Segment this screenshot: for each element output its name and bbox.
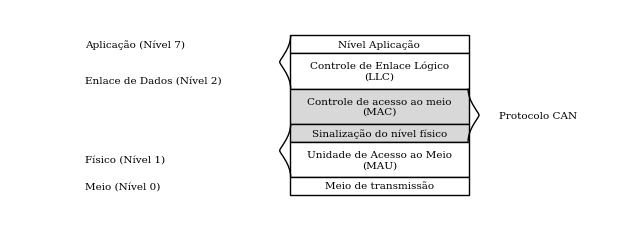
Text: Nível Aplicação: Nível Aplicação: [338, 40, 421, 50]
Text: Protocolo CAN: Protocolo CAN: [499, 111, 577, 120]
Bar: [290, 36, 469, 54]
Text: Meio de transmissão: Meio de transmissão: [325, 182, 434, 191]
Bar: [290, 89, 469, 124]
Bar: [290, 124, 469, 142]
Text: Meio (Nível 0): Meio (Nível 0): [86, 182, 161, 191]
Text: Controle de Enlace Lógico
(LLC): Controle de Enlace Lógico (LLC): [310, 62, 449, 82]
Text: Controle de acesso ao meio
(MAC): Controle de acesso ao meio (MAC): [307, 97, 451, 117]
Text: Enlace de Dados (Nível 2): Enlace de Dados (Nível 2): [86, 76, 222, 85]
Text: Físico (Nível 1): Físico (Nível 1): [86, 155, 165, 164]
Text: Sinalização do nível físico: Sinalização do nível físico: [312, 128, 447, 138]
Bar: [290, 142, 469, 177]
Bar: [290, 177, 469, 195]
Text: Unidade de Acesso ao Meio
(MAU): Unidade de Acesso ao Meio (MAU): [307, 150, 452, 169]
Bar: [290, 54, 469, 89]
Text: Aplicação (Nível 7): Aplicação (Nível 7): [86, 40, 185, 50]
